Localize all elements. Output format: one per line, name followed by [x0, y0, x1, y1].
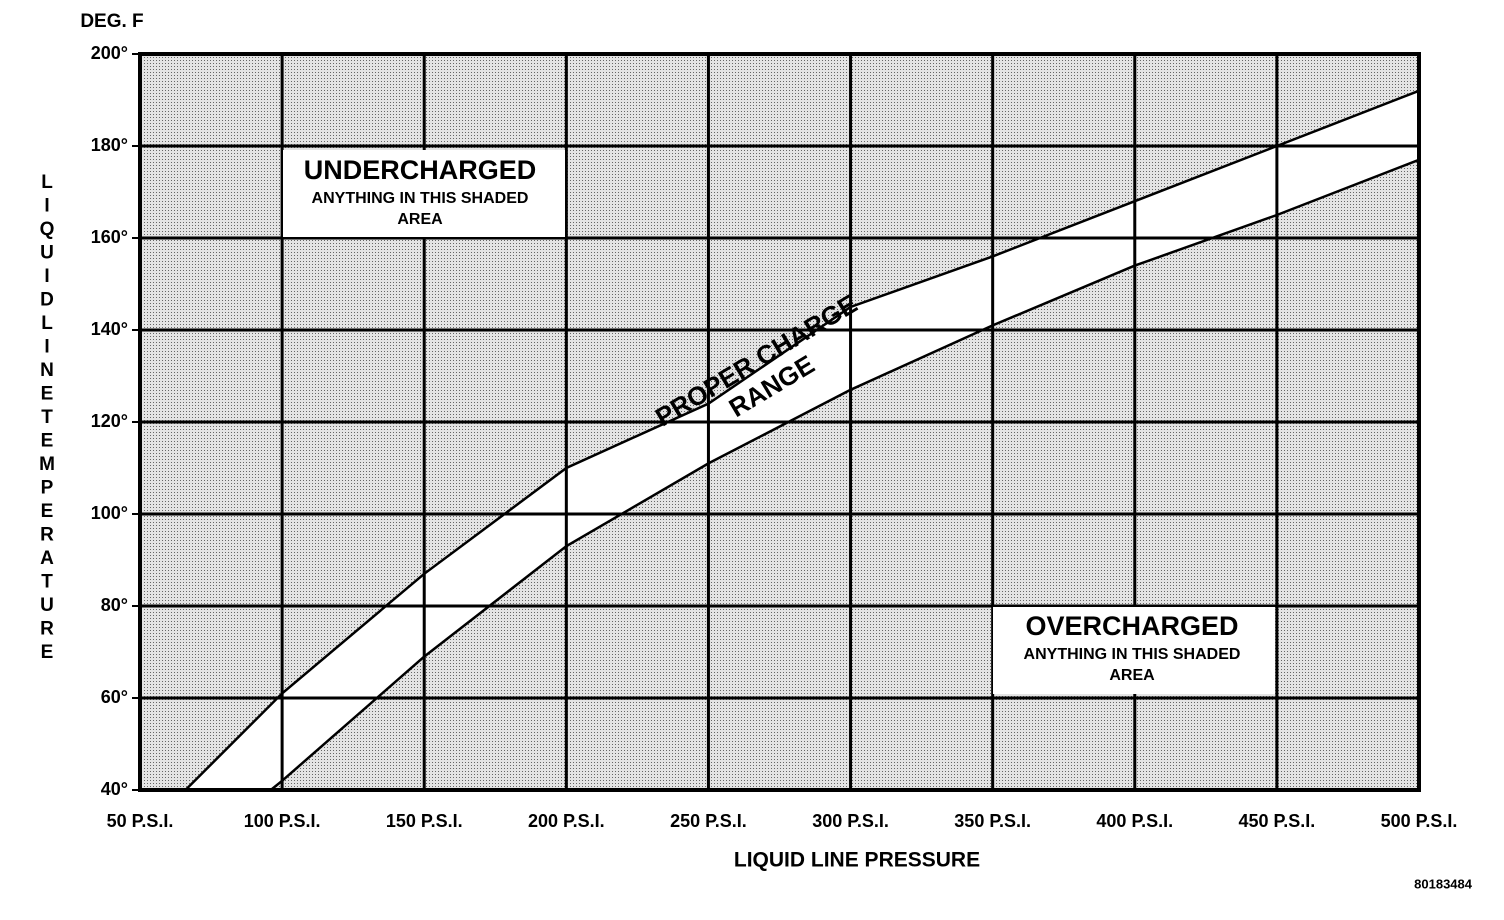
x-tick-label: 300 P.S.I.: [812, 811, 889, 831]
undercharged-text: ANYTHING IN THIS SHADED: [312, 190, 529, 207]
x-tick-label: 400 P.S.I.: [1096, 811, 1173, 831]
curve: [269, 158, 1420, 791]
label-box: [283, 150, 565, 237]
overcharged-text: AREA: [1109, 667, 1155, 684]
x-tick-label: 150 P.S.I.: [386, 811, 463, 831]
label-box: [993, 607, 1275, 694]
x-axis-label: LIQUID LINE PRESSURE: [734, 849, 980, 872]
y-unit: DEG. F: [80, 11, 143, 32]
y-tick-label: 80°: [101, 595, 128, 615]
y-tick-label: 180°: [91, 135, 128, 155]
x-tick-label: 250 P.S.I.: [670, 811, 747, 831]
y-tick-label: 60°: [101, 687, 128, 707]
overcharged-title: OVERCHARGED: [1025, 611, 1238, 641]
proper-range-band: [185, 90, 1419, 791]
plot-border: [138, 52, 1421, 792]
x-tick-label: 450 P.S.I.: [1239, 811, 1316, 831]
x-tick-label: 100 P.S.I.: [244, 811, 321, 831]
x-tick-label: 350 P.S.I.: [954, 811, 1031, 831]
y-tick-label: 140°: [91, 319, 128, 339]
y-tick-label: 160°: [91, 227, 128, 247]
y-tick-label: 100°: [91, 503, 128, 523]
y-tick-label: 200°: [91, 43, 128, 63]
x-tick-label: 200 P.S.I.: [528, 811, 605, 831]
x-tick-label: 500 P.S.I.: [1381, 811, 1458, 831]
overcharged-text: ANYTHING IN THIS SHADED: [1024, 646, 1241, 663]
x-tick-label: 50 P.S.I.: [107, 811, 174, 831]
y-tick-label: 40°: [101, 779, 128, 799]
curve: [184, 89, 1420, 791]
y-tick-label: 120°: [91, 411, 128, 431]
undercharged-title: UNDERCHARGED: [304, 155, 537, 185]
figure-id: 80183484: [1414, 876, 1473, 891]
undercharged-text: AREA: [397, 211, 443, 228]
